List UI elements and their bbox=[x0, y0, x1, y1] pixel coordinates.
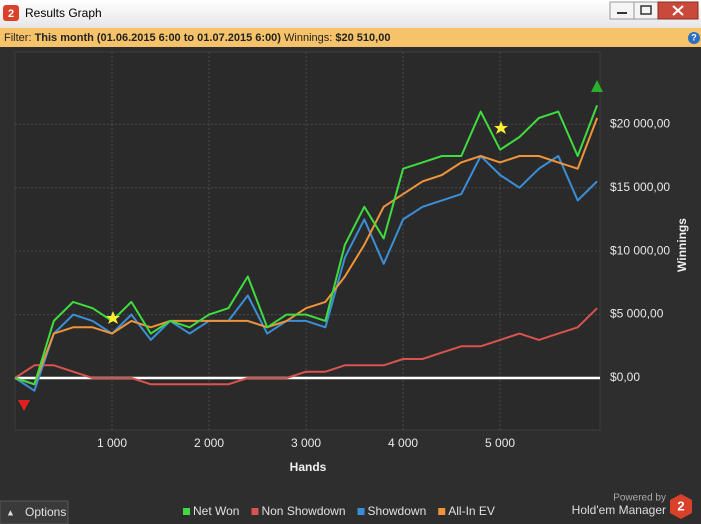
legend: Net Won Non Showdown Showdown All-In EV bbox=[183, 504, 495, 518]
series-line bbox=[14, 307, 598, 386]
brand-logo bbox=[670, 494, 692, 519]
legend-swatch bbox=[357, 508, 365, 515]
options-button[interactable] bbox=[0, 500, 69, 524]
plot-area bbox=[14, 51, 601, 431]
x-tick-label: 5 000 bbox=[485, 436, 515, 450]
options-label: Options bbox=[25, 505, 66, 519]
y-tick-label: $20 000,00 bbox=[610, 116, 670, 130]
legend-swatch bbox=[183, 508, 190, 515]
y-tick-label: $15 000,00 bbox=[610, 180, 670, 194]
legend-label: All-In EV bbox=[448, 504, 495, 518]
y-tick-label: $10 000,00 bbox=[610, 243, 670, 257]
title-bar bbox=[0, 0, 701, 28]
brand-logo-text: 2 bbox=[677, 498, 684, 513]
minimize-button[interactable] bbox=[609, 1, 635, 20]
app-icon bbox=[3, 5, 19, 21]
start-marker bbox=[18, 400, 30, 411]
help-icon[interactable] bbox=[688, 32, 700, 44]
legend-swatch bbox=[251, 508, 259, 515]
y-axis-title: Winnings bbox=[675, 218, 689, 272]
x-tick-label: 4 000 bbox=[388, 436, 418, 450]
legend-swatch bbox=[438, 508, 446, 515]
legend-label: Net Won bbox=[193, 504, 239, 518]
maximize-icon bbox=[640, 5, 652, 15]
window-title: Results Graph bbox=[25, 6, 102, 20]
legend-label: Non Showdown bbox=[261, 504, 345, 518]
filter-text: Filter: This month (01.06.2015 6:00 to 0… bbox=[4, 32, 390, 44]
y-tick-label: $5 000,00 bbox=[610, 307, 664, 321]
star-marker bbox=[106, 311, 120, 324]
close-icon bbox=[672, 5, 684, 16]
x-tick-label: 1 000 bbox=[97, 436, 127, 450]
x-axis-title: Hands bbox=[290, 460, 327, 474]
filter-label: Filter: bbox=[4, 32, 32, 44]
powered-by: Powered by bbox=[613, 493, 666, 504]
filter-period: This month (01.06.2015 6:00 to 01.07.201… bbox=[35, 32, 282, 44]
brand-name: Hold'em Manager bbox=[572, 503, 666, 517]
star-marker bbox=[494, 121, 508, 134]
legend-label: Showdown bbox=[368, 504, 427, 518]
series-line bbox=[14, 117, 599, 386]
series-lines bbox=[14, 104, 599, 392]
help-icon-text: ? bbox=[691, 32, 697, 42]
y-tick-label: $0,00 bbox=[610, 370, 640, 384]
options-caret: ▲ bbox=[6, 507, 15, 517]
end-marker bbox=[591, 80, 603, 92]
x-tick-label: 2 000 bbox=[194, 436, 224, 450]
maximize-button[interactable] bbox=[633, 1, 659, 20]
winnings-label: Winnings: bbox=[284, 32, 332, 44]
filter-bar bbox=[0, 28, 701, 47]
x-tick-label: 3 000 bbox=[291, 436, 321, 450]
winnings-value: $20 510,00 bbox=[335, 32, 390, 44]
app-icon-text: 2 bbox=[8, 8, 14, 20]
